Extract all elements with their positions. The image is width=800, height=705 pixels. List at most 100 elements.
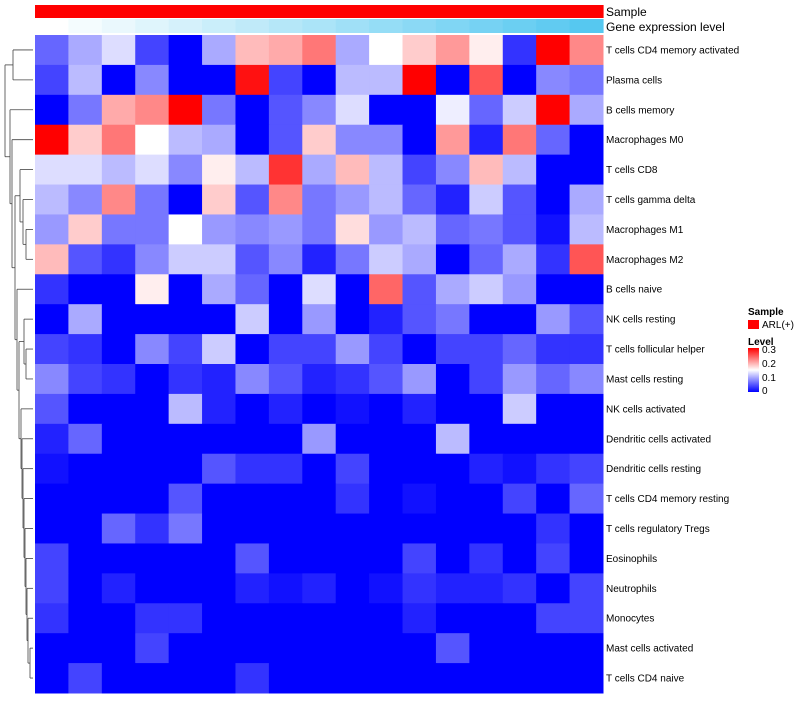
heatmap-cell: [335, 184, 370, 215]
heatmap-cell: [569, 334, 604, 365]
heatmap-cell: [402, 124, 437, 156]
heatmap-cell: [502, 304, 537, 335]
heatmap-cell: [369, 633, 404, 664]
heatmap-cell: [469, 35, 504, 66]
heatmap-cell: [335, 633, 370, 664]
heatmap-cell: [469, 364, 504, 395]
heatmap-cell: [435, 214, 470, 245]
heatmap-cell: [369, 663, 404, 694]
row-label: Mast cells resting: [606, 374, 683, 385]
heatmap-cell: [101, 423, 136, 455]
expression-annotation-cell: [35, 19, 70, 33]
heatmap-cells: [35, 35, 604, 694]
heatmap-cell: [302, 453, 337, 485]
expression-annotation-cell: [202, 19, 237, 33]
heatmap-cell: [168, 423, 203, 455]
heatmap-cell: [302, 393, 337, 425]
heatmap-cell: [202, 423, 236, 455]
heatmap-cell: [302, 423, 337, 455]
heatmap-cell: [68, 64, 103, 96]
expression-annotation-cell: [536, 19, 571, 33]
heatmap-cell: [68, 573, 103, 604]
heatmap-cell: [402, 483, 437, 515]
heatmap-cell: [536, 663, 571, 694]
heatmap-cell: [101, 573, 136, 604]
heatmap-cell: [168, 244, 203, 275]
heatmap-cell: [168, 453, 203, 485]
heatmap-cell: [435, 393, 470, 425]
expression-annotation-cell: [369, 19, 404, 33]
heatmap-cell: [202, 184, 236, 215]
heatmap-cell: [268, 364, 303, 395]
heatmap-cell: [536, 154, 571, 186]
expression-annotation-cell: [302, 19, 337, 33]
row-label: Dendritic cells resting: [606, 464, 701, 475]
heatmap-cell: [435, 184, 470, 215]
expression-annotation-cell: [402, 19, 437, 33]
heatmap-cell: [402, 423, 437, 455]
expression-annotation-cell: [502, 19, 537, 33]
heatmap-cell: [502, 184, 537, 215]
heatmap-cell: [502, 513, 537, 544]
legend-sample-swatch: [748, 320, 759, 329]
heatmap-cell: [435, 274, 470, 305]
sample-annotation-cell: [135, 5, 170, 18]
heatmap-cell: [202, 94, 236, 126]
heatmap-cell: [369, 35, 404, 66]
heatmap-cell: [235, 423, 270, 455]
heatmap-cell: [536, 334, 571, 365]
heatmap-cell: [68, 663, 103, 694]
heatmap-cell: [168, 393, 203, 425]
heatmap-cell: [168, 603, 203, 634]
sample-annotation-cell: [101, 5, 136, 18]
heatmap-cell: [35, 304, 69, 335]
heatmap-cell: [101, 274, 136, 305]
heatmap-cell: [569, 483, 604, 515]
sample-annotation-cell: [35, 5, 70, 18]
legend-level-tick: 0.3: [762, 345, 776, 356]
heatmap-cell: [35, 483, 69, 515]
heatmap-cell: [268, 543, 303, 574]
heatmap-cell: [168, 483, 203, 515]
heatmap-cell: [168, 543, 203, 574]
heatmap-cell: [68, 35, 103, 66]
heatmap-cell: [101, 64, 136, 96]
sample-annotation-cell: [369, 5, 404, 18]
heatmap-cell: [268, 304, 303, 335]
heatmap-cell: [268, 573, 303, 604]
heatmap-cell: [536, 543, 571, 574]
heatmap-cell: [302, 214, 337, 245]
heatmap-cell: [202, 543, 236, 574]
heatmap-cell: [268, 513, 303, 544]
heatmap-cell: [235, 184, 270, 215]
heatmap-cell: [469, 423, 504, 455]
heatmap-cell: [35, 274, 69, 305]
heatmap-cell: [502, 94, 537, 126]
heatmap-cell: [101, 334, 136, 365]
heatmap-cell: [302, 543, 337, 574]
heatmap-cell: [469, 124, 504, 156]
heatmap-cell: [202, 663, 236, 694]
heatmap-cell: [502, 603, 537, 634]
sample-annotation-cell: [235, 5, 270, 18]
heatmap-cell: [101, 124, 136, 156]
heatmap-cell: [202, 64, 236, 96]
row-label: Macrophages M2: [606, 255, 684, 266]
heatmap-cell: [402, 663, 437, 694]
heatmap-cell: [268, 393, 303, 425]
heatmap-cell: [302, 184, 337, 215]
heatmap-cell: [135, 603, 170, 634]
heatmap-cell: [302, 304, 337, 335]
heatmap-cell: [502, 573, 537, 604]
heatmap-cell: [101, 393, 136, 425]
heatmap-cell: [268, 423, 303, 455]
heatmap-cell: [168, 304, 203, 335]
heatmap-cell: [435, 483, 470, 515]
heatmap-cell: [302, 573, 337, 604]
heatmap-cell: [268, 35, 303, 66]
heatmap-cell: [302, 274, 337, 305]
heatmap-cell: [369, 184, 404, 215]
row-label: Mast cells activated: [606, 644, 693, 655]
row-labels: T cells CD4 memory activated Plasma cells…: [606, 45, 739, 684]
